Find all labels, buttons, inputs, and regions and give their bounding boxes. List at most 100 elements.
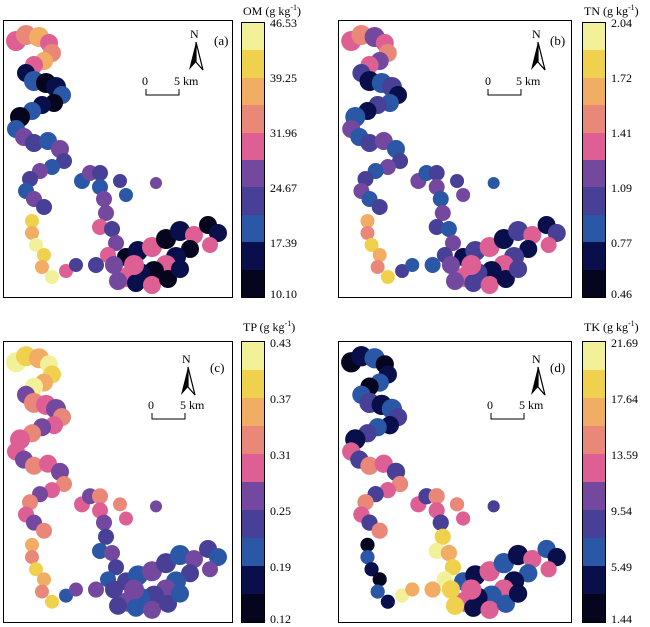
panel-letter: (a)	[214, 33, 229, 48]
map-sample-area	[108, 559, 124, 576]
map-sample-area	[391, 475, 409, 493]
colorbar-title: TP (g kg-1)	[243, 319, 296, 334]
map-sample-area	[364, 238, 379, 252]
panel-b: (b) N 0 5 km TN (g kg-1) 2.04 1.72 1.41 …	[338, 0, 650, 313]
map-sample-area	[29, 562, 43, 577]
map-sample-area	[29, 238, 43, 252]
panel-letter: (d)	[550, 360, 566, 375]
north-arrow-icon	[189, 41, 204, 71]
colorbar-tick: 0.31	[270, 448, 291, 462]
map-sample-area	[428, 488, 445, 505]
north-label: N	[532, 27, 541, 41]
colorbar-segment	[242, 426, 264, 454]
map-sample-area	[428, 502, 445, 519]
map-sample-area	[496, 594, 516, 613]
colorbar-segment	[583, 594, 605, 622]
scale-zero-label: 0	[487, 398, 493, 412]
north-label: N	[182, 352, 191, 366]
north-label: N	[190, 27, 199, 41]
map-sample-area	[523, 549, 542, 569]
colorbar-segment	[583, 214, 605, 243]
map-sample-area	[69, 258, 83, 272]
colorbar-tick: 1.09	[611, 181, 632, 195]
map-sample-area	[487, 177, 500, 189]
map-sample-area	[434, 205, 451, 221]
map-sample-area	[360, 537, 375, 552]
map-sample-area	[150, 500, 162, 513]
colorbar-segment	[583, 187, 605, 215]
map-sample-area	[372, 248, 387, 262]
scale-bar-icon	[145, 89, 180, 96]
map-sample-area	[360, 226, 375, 240]
colorbar-segment	[242, 50, 264, 78]
colorbar-segment	[583, 105, 605, 133]
map-sample-area	[372, 572, 387, 587]
map-sample-area	[428, 542, 445, 560]
map-sample-area	[547, 224, 566, 242]
colorbar-segment	[583, 269, 605, 297]
map-sample-area	[171, 584, 189, 603]
map-sample-area	[202, 237, 218, 253]
map-sample-area	[88, 257, 104, 273]
map-sample-area	[25, 550, 39, 565]
map-sample-area	[371, 199, 388, 215]
colorbar-tick: 17.39	[270, 236, 297, 250]
colorbar-segment	[242, 23, 264, 51]
map-sample-area	[35, 260, 49, 274]
colorbar-segment	[583, 426, 605, 454]
map-sample-area	[428, 219, 445, 235]
map-sample-area	[392, 153, 409, 169]
map-sample-area	[507, 544, 529, 566]
colorbar-segment	[242, 398, 264, 426]
map-sample-area	[92, 165, 108, 181]
map-sample-area	[428, 165, 445, 181]
map-sample-area	[124, 255, 144, 275]
map-sample-area	[170, 545, 190, 566]
colorbar-tick: 0.37	[270, 392, 291, 406]
map-sample-area	[25, 226, 39, 240]
map-sample-area	[395, 264, 410, 278]
colorbar-tick: 0.19	[270, 560, 291, 574]
colorbar-segment	[583, 398, 605, 426]
map-sample-area	[370, 260, 385, 274]
colorbar-segment	[242, 187, 264, 215]
map-sample-area	[45, 594, 59, 609]
map-sample-area	[380, 270, 395, 284]
map-sample-area	[127, 598, 145, 617]
map-sample-area	[464, 598, 483, 617]
map-sample-area	[124, 579, 144, 600]
map-sample-area	[441, 580, 461, 599]
colorbar-segment	[242, 566, 264, 594]
map-sample-area	[98, 528, 114, 545]
map-sample-area	[424, 581, 441, 598]
map-sample-area	[445, 596, 465, 615]
map-sample-area	[405, 582, 420, 597]
colorbar-segment	[242, 510, 264, 538]
map-sample-area	[360, 456, 379, 475]
colorbar-segment	[583, 342, 605, 370]
colorbar-tick: 2.04	[611, 16, 632, 30]
map-sample-area	[379, 482, 396, 499]
map-sample-area	[108, 235, 124, 251]
map-sample-area	[547, 547, 566, 567]
map-sample-area	[487, 500, 500, 513]
map-sample-area	[159, 270, 177, 288]
colorbar-segment	[242, 159, 264, 188]
map-sample-area	[405, 258, 420, 272]
map-sample-area	[523, 226, 542, 244]
map-sample-area	[127, 274, 145, 292]
map-sample-area	[480, 600, 499, 619]
colorbar-segment	[242, 269, 264, 297]
om-distribution-map	[6, 25, 227, 294]
colorbar-segment	[242, 370, 264, 398]
map-sample-area	[36, 522, 52, 539]
colorbar-segment	[583, 159, 605, 188]
colorbar	[582, 22, 606, 298]
map-sample-area	[444, 559, 462, 576]
map-sample-area	[159, 594, 177, 613]
map-sample-area	[519, 564, 538, 583]
map-sample-area	[449, 497, 465, 512]
colorbar-tick: 0.25	[270, 504, 291, 518]
map-sample-area	[441, 256, 460, 274]
map-sample-area	[496, 270, 515, 288]
